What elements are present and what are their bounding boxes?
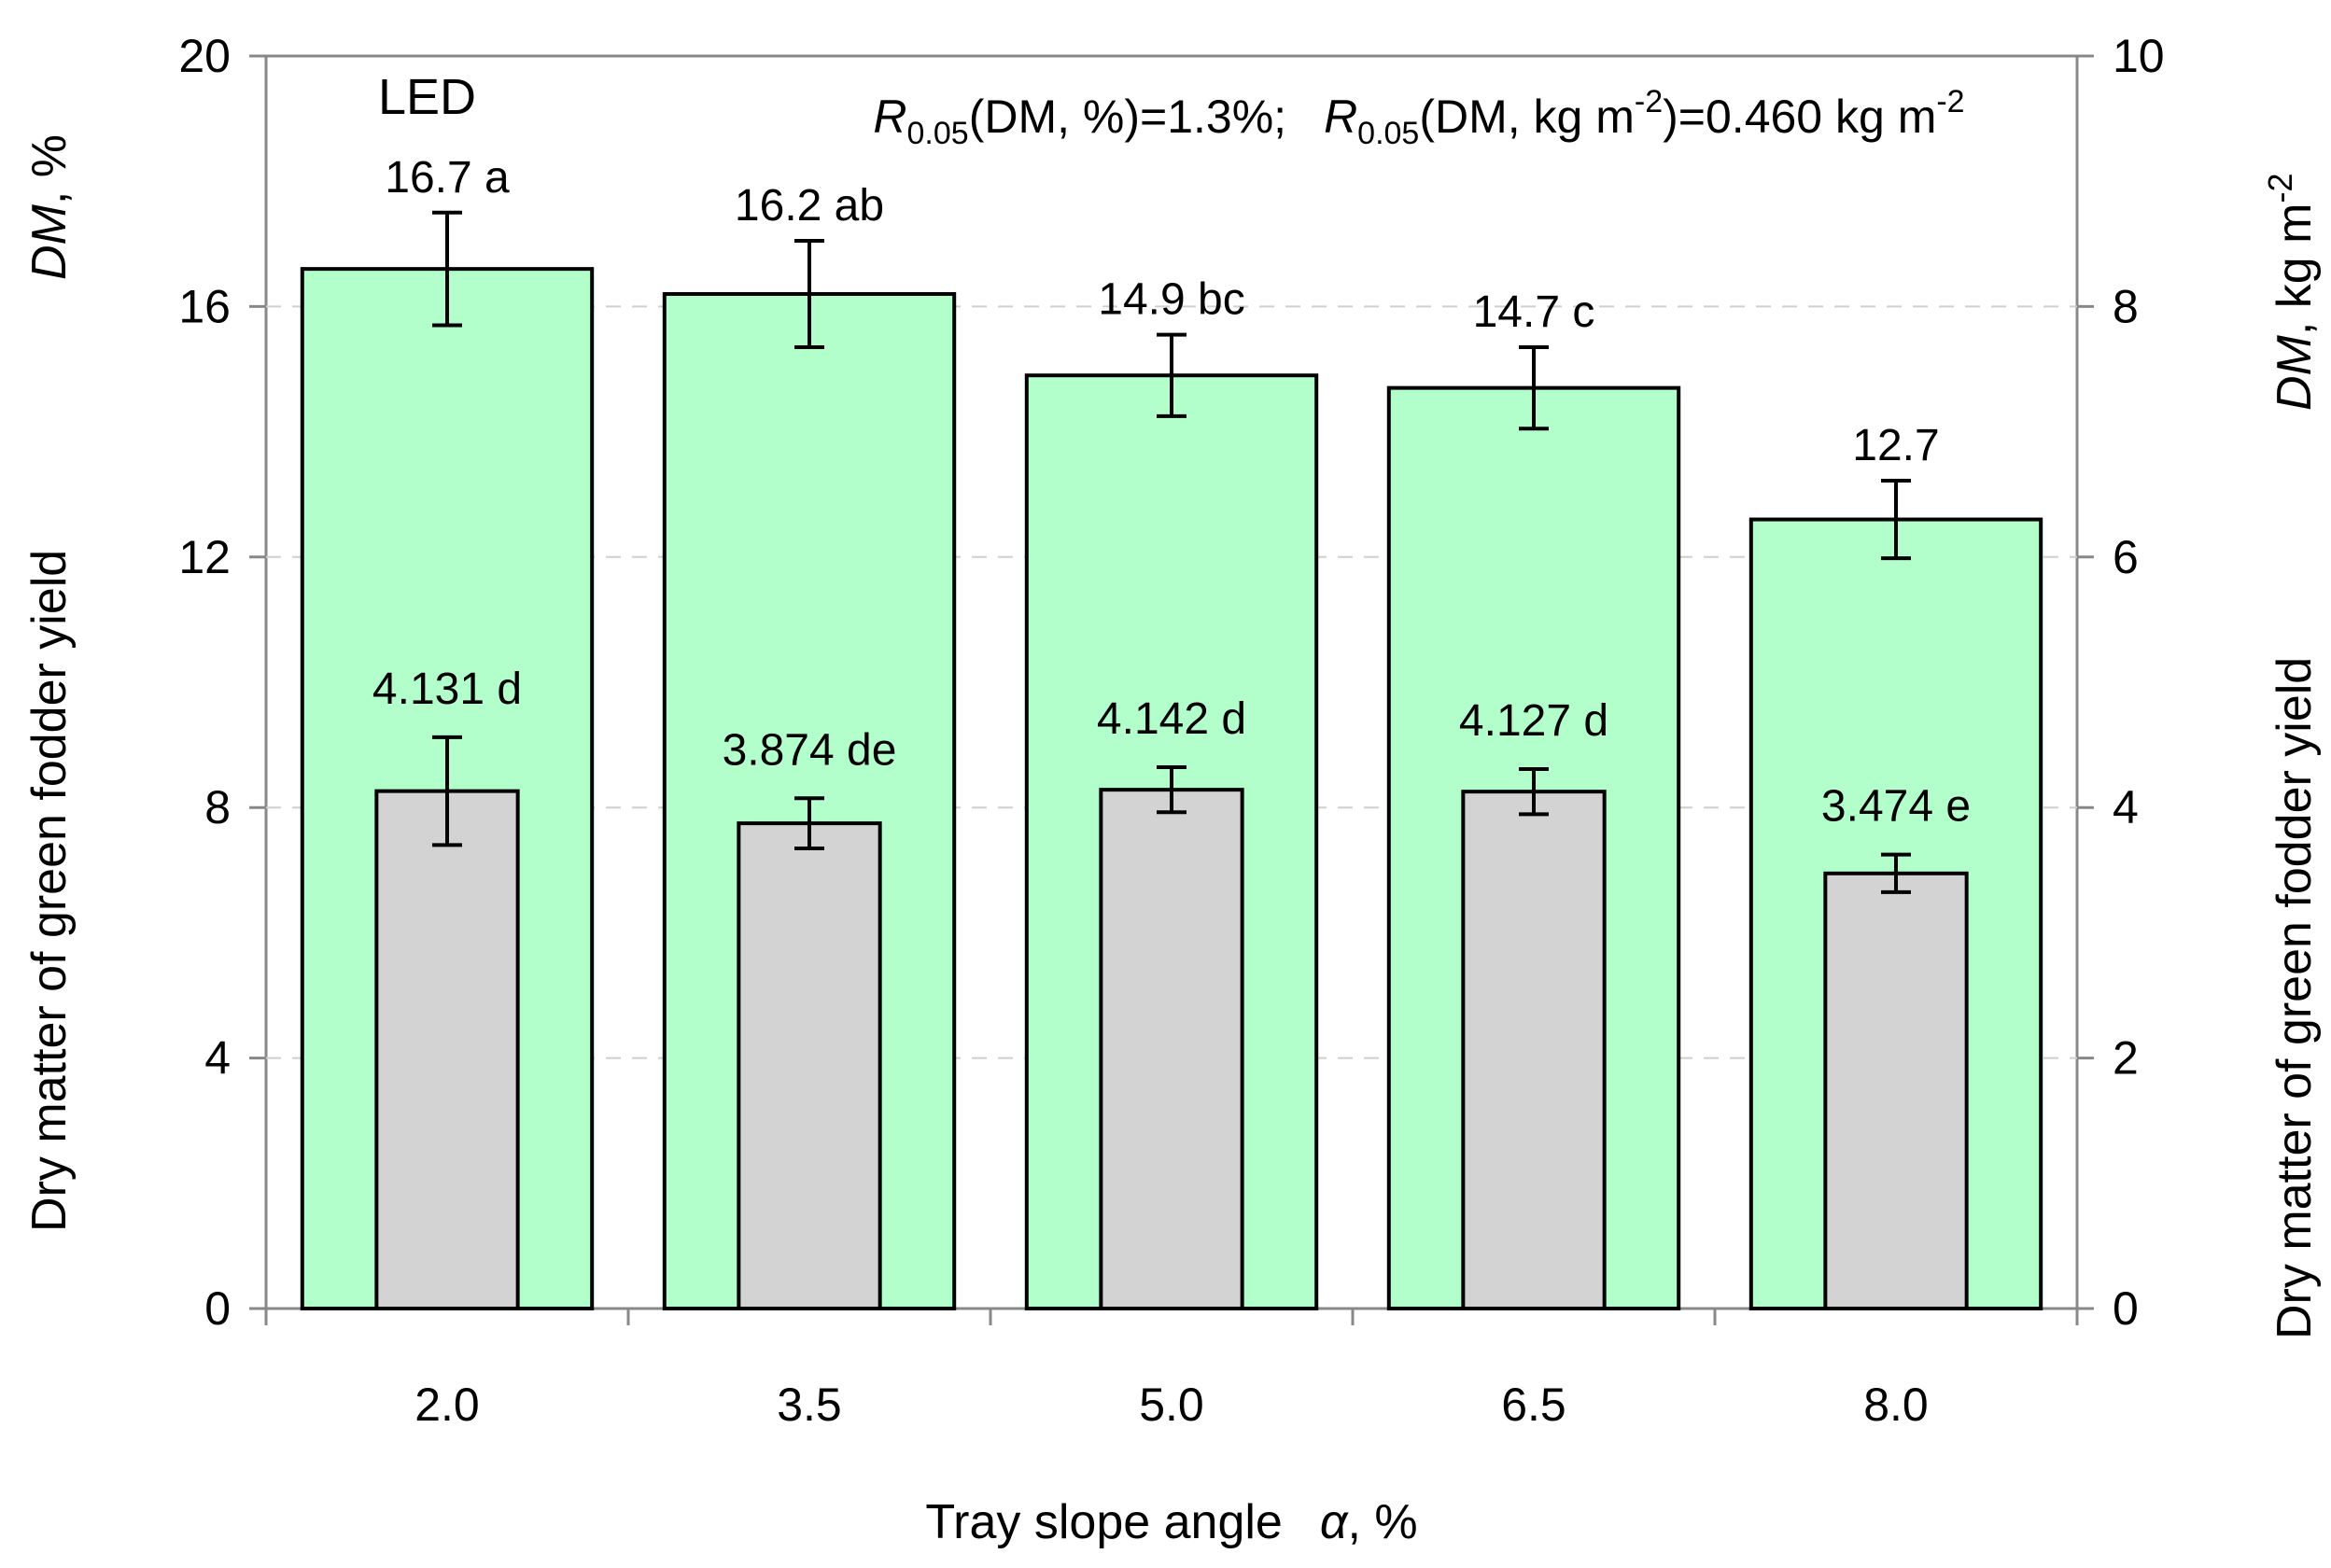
right-axis-title-var: DM, kg m-2 <box>2261 174 2322 411</box>
panel-label: LED <box>378 69 476 125</box>
left-axis-title-var: DM, % <box>22 134 77 280</box>
left-tick-label: 20 <box>178 30 231 82</box>
right-tick-label: 2 <box>2113 1032 2139 1085</box>
x-tick-label: 5.0 <box>1139 1379 1204 1431</box>
x-tick-label: 3.5 <box>777 1379 842 1431</box>
data-label-dm-percent: 14.7 c <box>1473 287 1595 337</box>
left-tick-label: 0 <box>204 1282 231 1335</box>
x-tick-label: 8.0 <box>1863 1379 1929 1431</box>
right-axis-title-main: Dry matter of green fodder yield <box>2268 657 2322 1339</box>
right-tick-label: 4 <box>2113 781 2139 833</box>
series-dm-kg-bars <box>374 788 1969 1310</box>
left-tick-label: 4 <box>204 1032 231 1085</box>
right-tick-label: 0 <box>2113 1282 2139 1335</box>
data-label-dm-kg: 4.142 d <box>1097 694 1246 744</box>
annotation-lsd: R0.05(DM, %)=1.3%; R0.05(DM, kg m-2)=0.46… <box>873 84 1964 151</box>
right-tick-label: 10 <box>2113 30 2165 82</box>
data-label-dm-kg: 3.474 e <box>1821 782 1971 832</box>
left-tick-label: 12 <box>178 531 231 583</box>
left-tick-label: 16 <box>178 280 231 332</box>
bar-dm-kg <box>1099 788 1244 1310</box>
bar-dm-kg <box>1461 790 1607 1310</box>
error-bars <box>432 210 1911 894</box>
x-tick-label: 6.5 <box>1501 1379 1566 1431</box>
bar-dm-kg <box>1823 871 1969 1310</box>
right-tick-label: 8 <box>2113 280 2139 332</box>
bar-dm-kg <box>737 821 882 1310</box>
right-tick-label: 6 <box>2113 531 2139 583</box>
x-tick-label: 2.0 <box>414 1379 480 1431</box>
data-label-dm-percent: 16.2 ab <box>735 181 884 231</box>
x-axis-title: Tray slope angle α, % <box>925 1495 1417 1549</box>
left-axis-title-main: Dry matter of green fodder yield <box>22 550 77 1232</box>
data-label-dm-kg: 3.874 de <box>723 725 897 775</box>
data-label-dm-percent: 16.7 a <box>385 153 510 203</box>
data-labels: 16.7 a 4.131 d 16.2 ab 3.874 de 14.9 bc 4.142… <box>372 153 1971 832</box>
data-label-dm-kg: 4.127 d <box>1459 696 1608 746</box>
axes: 0 4 8 12 16 20 0 2 4 6 8 10 2.0 3.5 5.0 6.5 8.0 <box>178 30 2164 1431</box>
data-label-dm-percent: 14.9 bc <box>1098 275 1244 325</box>
data-label-dm-percent: 12.7 <box>1852 421 1939 470</box>
bar-dm-kg <box>374 789 520 1310</box>
left-tick-label: 8 <box>204 781 231 833</box>
data-label-dm-kg: 4.131 d <box>372 665 522 714</box>
